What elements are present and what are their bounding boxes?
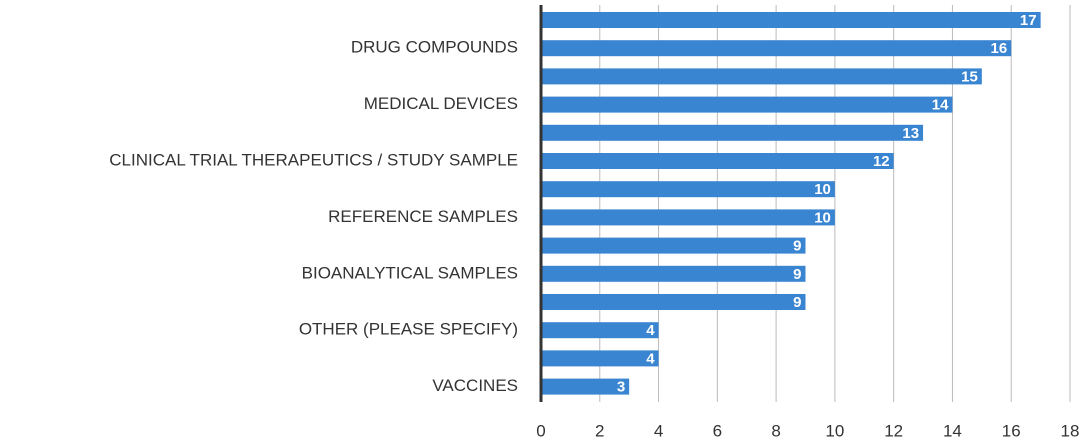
bar (541, 209, 835, 226)
x-tick-label: 12 (884, 421, 903, 440)
value-label: 17 (1020, 12, 1037, 29)
y-tick-label: DRUG COMPOUNDS (351, 38, 518, 57)
y-tick-label: OTHER (PLEASE SPECIFY) (299, 320, 518, 339)
x-tick-label: 18 (1061, 421, 1080, 440)
bar (541, 12, 1041, 28)
value-label: 13 (902, 125, 919, 142)
value-label: 9 (793, 294, 801, 311)
value-label: 15 (961, 68, 978, 85)
x-tick-label: 4 (654, 421, 663, 440)
x-tick-label: 2 (595, 421, 604, 440)
y-tick-label: VACCINES (432, 376, 518, 395)
x-tick-label: 14 (943, 421, 962, 440)
value-label: 10 (814, 209, 831, 226)
bar (541, 96, 953, 113)
y-tick-label: MEDICAL DEVICES (364, 94, 518, 113)
bar (541, 40, 1012, 57)
bar (541, 378, 630, 395)
bar (541, 124, 924, 141)
x-tick-label: 0 (536, 421, 545, 440)
bar (541, 237, 806, 254)
value-label: 14 (932, 97, 949, 114)
bar (541, 294, 806, 310)
bar (541, 265, 806, 282)
x-tick-label: 16 (1002, 421, 1021, 440)
y-tick-label: REFERENCE SAMPLES (328, 207, 518, 226)
x-tick-label: 10 (825, 421, 844, 440)
value-label: 9 (793, 238, 801, 255)
value-label: 16 (991, 40, 1008, 57)
value-label: 4 (646, 350, 655, 367)
value-label: 12 (873, 153, 890, 170)
x-tick-label: 6 (713, 421, 722, 440)
value-label: 4 (646, 322, 655, 339)
bar (541, 181, 835, 198)
x-tick-label: 8 (771, 421, 780, 440)
bar (541, 153, 894, 169)
y-tick-label: BIOANALYTICAL SAMPLES (302, 263, 518, 282)
value-label: 3 (617, 379, 625, 396)
value-label: 9 (793, 266, 801, 283)
y-tick-label: CLINICAL TRIAL THERAPEUTICS / STUDY SAMP… (109, 150, 518, 169)
bar (541, 322, 659, 339)
bar (541, 68, 982, 85)
bar (541, 350, 659, 367)
value-label: 10 (814, 181, 831, 198)
